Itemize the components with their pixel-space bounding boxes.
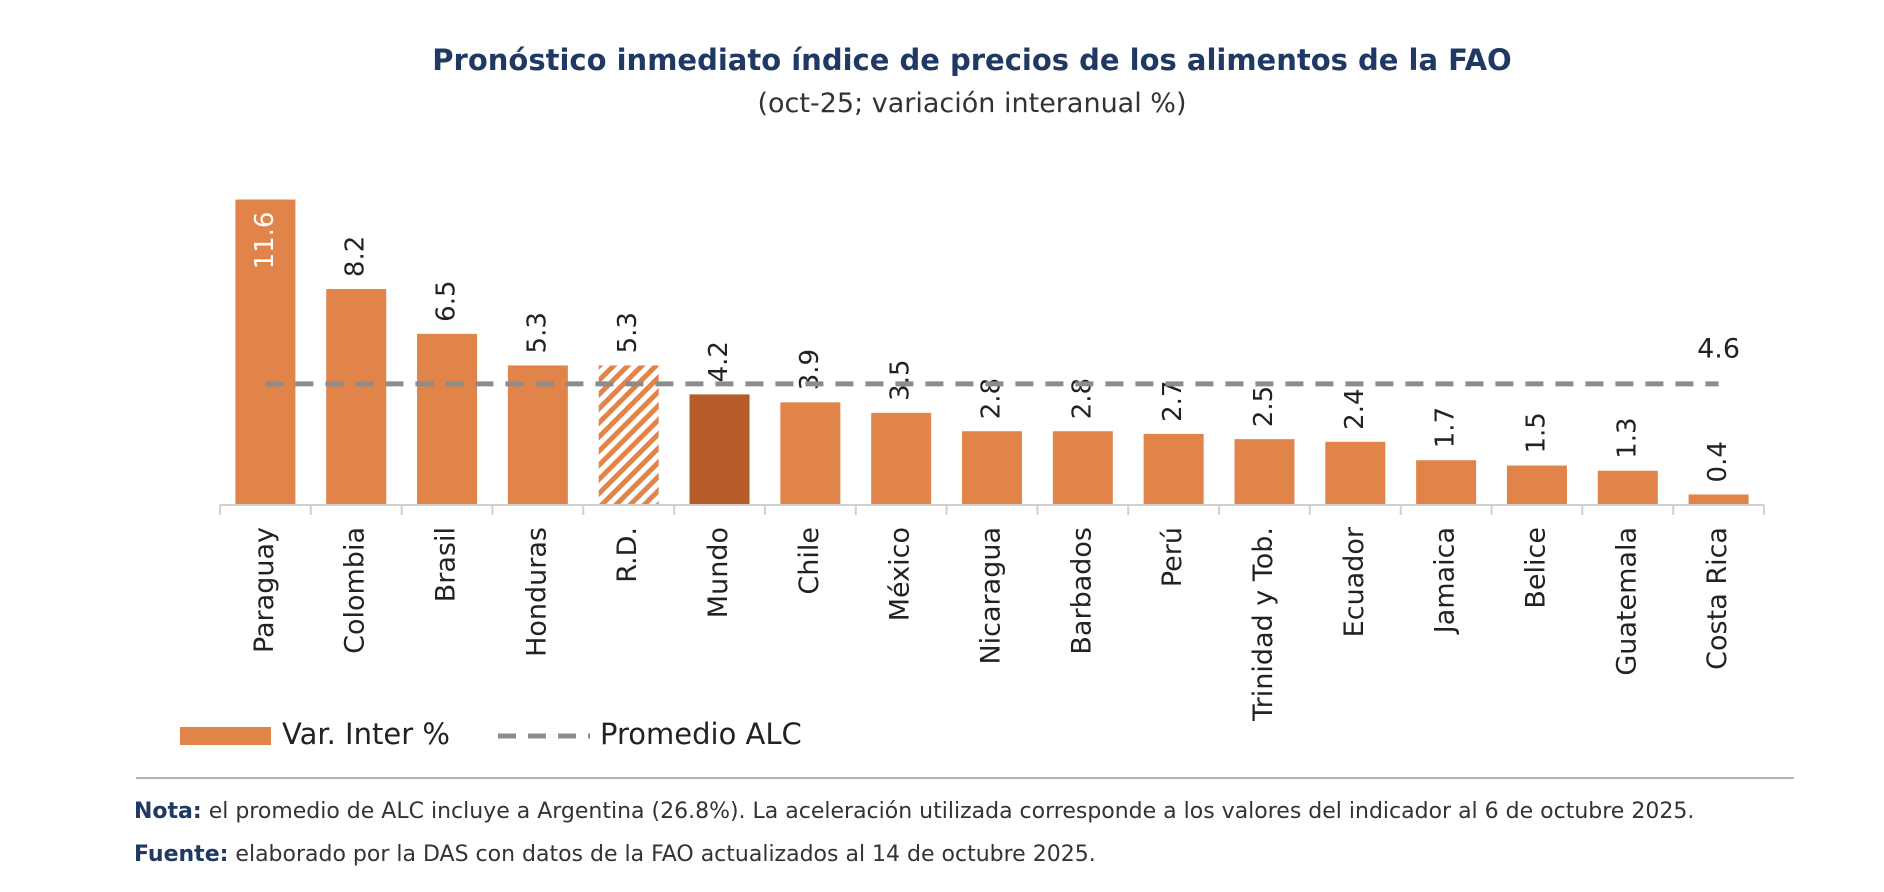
legend-swatch: [180, 727, 271, 745]
bar: [689, 394, 750, 505]
value-label: 5.3: [613, 312, 643, 353]
bar: [780, 402, 841, 505]
value-label: 11.6: [250, 212, 280, 270]
x-tick-label: Mundo: [703, 527, 734, 618]
bar: [1416, 460, 1477, 505]
note-text: el promedio de ALC incluye a Argentina (…: [209, 799, 1695, 824]
value-label: 2.7: [1158, 381, 1188, 422]
x-tick-label: Paraguay: [249, 527, 280, 653]
note-label: Fuente:: [134, 842, 228, 867]
value-label: 8.2: [341, 236, 371, 277]
bar: [1234, 439, 1295, 505]
value-label: 2.4: [1340, 388, 1370, 429]
note: Nota: el promedio de ALC incluye a Argent…: [134, 799, 1694, 824]
bar: [1325, 441, 1386, 505]
bar: [1688, 494, 1749, 505]
reference-label: 4.6: [1697, 333, 1740, 364]
x-tick-label: Brasil: [431, 527, 462, 602]
note: Fuente: elaborado por la DAS con datos de…: [134, 842, 1096, 867]
x-tick-label: Costa Rica: [1702, 527, 1733, 670]
x-tick-label: Colombia: [340, 527, 371, 654]
note-label: Nota:: [134, 799, 202, 824]
x-tick-label: Guatemala: [1611, 527, 1642, 676]
value-label: 1.5: [1521, 412, 1551, 453]
bar: [1143, 433, 1204, 505]
chart-title: Pronóstico inmediato índice de precios d…: [432, 43, 1511, 77]
x-tick-label: R.D.: [612, 527, 643, 583]
x-tick-label: Chile: [794, 527, 825, 595]
value-label: 1.7: [1431, 407, 1461, 448]
legend-label: Var. Inter %: [282, 717, 450, 751]
note-text: elaborado por la DAS con datos de la FAO…: [235, 842, 1095, 867]
x-tick-label: Honduras: [521, 527, 552, 657]
bar: [598, 365, 659, 505]
bar: [235, 199, 296, 506]
x-tick-label: Ecuador: [1339, 526, 1370, 637]
bar: [417, 333, 478, 505]
bar: [326, 289, 387, 505]
bar: [962, 431, 1022, 505]
legend-label: Promedio ALC: [600, 717, 802, 751]
bar: [1506, 465, 1567, 505]
value-label: 4.2: [704, 341, 734, 382]
x-tick-label: Nicaragua: [976, 527, 1007, 665]
chart-subtitle: (oct-25; variación interanual %): [758, 88, 1187, 119]
x-tick-label: México: [885, 527, 916, 621]
value-label: 3.5: [886, 359, 916, 400]
value-label: 5.3: [522, 312, 552, 353]
x-tick-label: Perú: [1157, 527, 1188, 587]
value-label: 6.5: [432, 280, 462, 321]
x-tick-label: Jamaica: [1430, 527, 1461, 635]
x-tick-label: Barbados: [1066, 527, 1097, 655]
x-tick-label: Trinidad y Tob.: [1248, 527, 1279, 722]
value-label: 0.4: [1703, 441, 1733, 482]
bar: [1597, 470, 1658, 505]
value-label: 2.5: [1249, 386, 1279, 427]
bar: [507, 365, 568, 505]
bar: [871, 412, 932, 505]
x-tick-label: Belice: [1520, 527, 1551, 609]
bar: [1052, 431, 1113, 505]
value-label: 1.3: [1612, 417, 1642, 458]
